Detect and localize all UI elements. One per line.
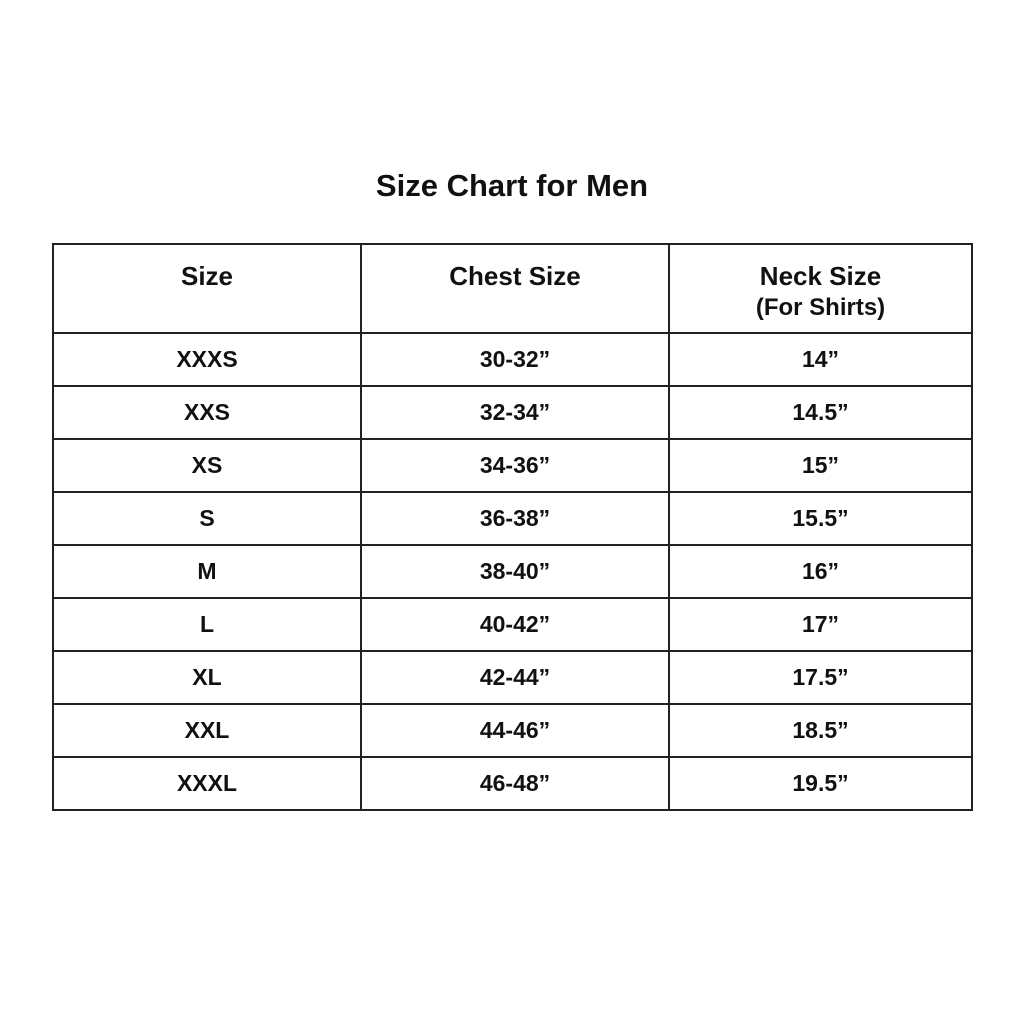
cell-chest: 46-48” — [360, 756, 670, 811]
cell-size: XXXS — [52, 332, 362, 387]
table-row: M 38-40” 16” — [52, 544, 973, 599]
header-neck-sub: (For Shirts) — [755, 294, 886, 321]
cell-neck: 17.5” — [668, 650, 973, 705]
header-neck: Neck Size (For Shirts) — [668, 243, 973, 334]
cell-neck: 17” — [668, 597, 973, 652]
header-chest: Chest Size — [360, 243, 670, 334]
cell-neck: 14” — [668, 332, 973, 387]
cell-size: XXS — [52, 385, 362, 440]
cell-size: L — [52, 597, 362, 652]
cell-neck: 16” — [668, 544, 973, 599]
cell-chest: 36-38” — [360, 491, 670, 546]
table-row: S 36-38” 15.5” — [52, 491, 973, 546]
table-row: L 40-42” 17” — [52, 597, 973, 652]
table-row: XXS 32-34” 14.5” — [52, 385, 973, 440]
cell-neck: 15” — [668, 438, 973, 493]
table-row: XXXS 30-32” 14” — [52, 332, 973, 387]
cell-size: XXXL — [52, 756, 362, 811]
cell-neck: 14.5” — [668, 385, 973, 440]
cell-chest: 44-46” — [360, 703, 670, 758]
header-row: Size Chest Size Neck Size (For Shirts) — [52, 243, 973, 334]
cell-chest: 34-36” — [360, 438, 670, 493]
cell-size: XXL — [52, 703, 362, 758]
table-row: XL 42-44” 17.5” — [52, 650, 973, 705]
cell-chest: 42-44” — [360, 650, 670, 705]
cell-chest: 32-34” — [360, 385, 670, 440]
cell-size: XS — [52, 438, 362, 493]
cell-neck: 15.5” — [668, 491, 973, 546]
cell-size: S — [52, 491, 362, 546]
cell-neck: 18.5” — [668, 703, 973, 758]
size-table: Size Chest Size Neck Size (For Shirts) XX… — [52, 243, 973, 811]
header-size: Size — [52, 243, 362, 334]
header-neck-label: Neck Size — [759, 261, 882, 291]
table-row: XXL 44-46” 18.5” — [52, 703, 973, 758]
cell-chest: 38-40” — [360, 544, 670, 599]
cell-chest: 40-42” — [360, 597, 670, 652]
cell-chest: 30-32” — [360, 332, 670, 387]
cell-size: XL — [52, 650, 362, 705]
page-title: Size Chart for Men — [375, 168, 649, 203]
table-row: XS 34-36” 15” — [52, 438, 973, 493]
cell-neck: 19.5” — [668, 756, 973, 811]
cell-size: M — [52, 544, 362, 599]
table-row: XXXL 46-48” 19.5” — [52, 756, 973, 811]
